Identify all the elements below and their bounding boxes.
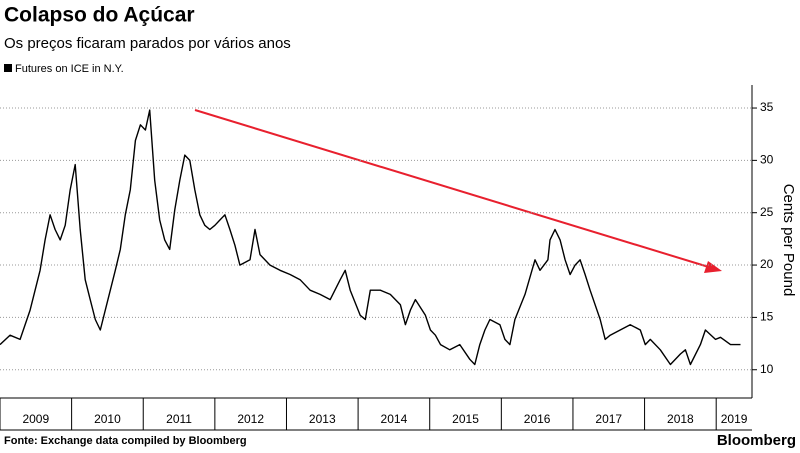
legend-swatch (4, 64, 12, 72)
chart-title: Colapso do Açúcar (4, 4, 195, 27)
x-tick-label: 2016 (524, 412, 551, 426)
x-tick-label: 2010 (94, 412, 121, 426)
y-tick-label: 20 (760, 257, 774, 271)
y-tick-label: 10 (760, 362, 774, 376)
legend-label: Futures on ICE in N.Y. (15, 63, 124, 75)
source: Fonte: Exchange data compiled by Bloombe… (4, 435, 247, 447)
y-tick-label: 25 (760, 205, 774, 219)
brand: Bloomberg (717, 432, 796, 449)
x-tick-label: 2019 (721, 412, 748, 426)
x-tick-label: 2015 (452, 412, 479, 426)
x-tick-label: 2011 (166, 412, 192, 426)
y-tick-label: 15 (760, 310, 774, 324)
x-tick-label: 2014 (381, 412, 408, 426)
x-tick-label: 2013 (309, 412, 336, 426)
x-tick-label: 2009 (22, 412, 49, 426)
trend-arrow (194, 109, 713, 269)
chart-subtitle: Os preços ficaram parados por vários ano… (4, 35, 291, 52)
x-tick-label: 2018 (667, 412, 694, 426)
y-axis-label: Cents per Pound (780, 184, 797, 297)
arrow-head (704, 261, 722, 273)
y-tick-label: 35 (760, 100, 774, 114)
price-line (0, 109, 741, 366)
y-tick-label: 30 (760, 153, 774, 167)
x-tick-label: 2017 (595, 412, 622, 426)
x-tick-label: 2012 (237, 412, 264, 426)
